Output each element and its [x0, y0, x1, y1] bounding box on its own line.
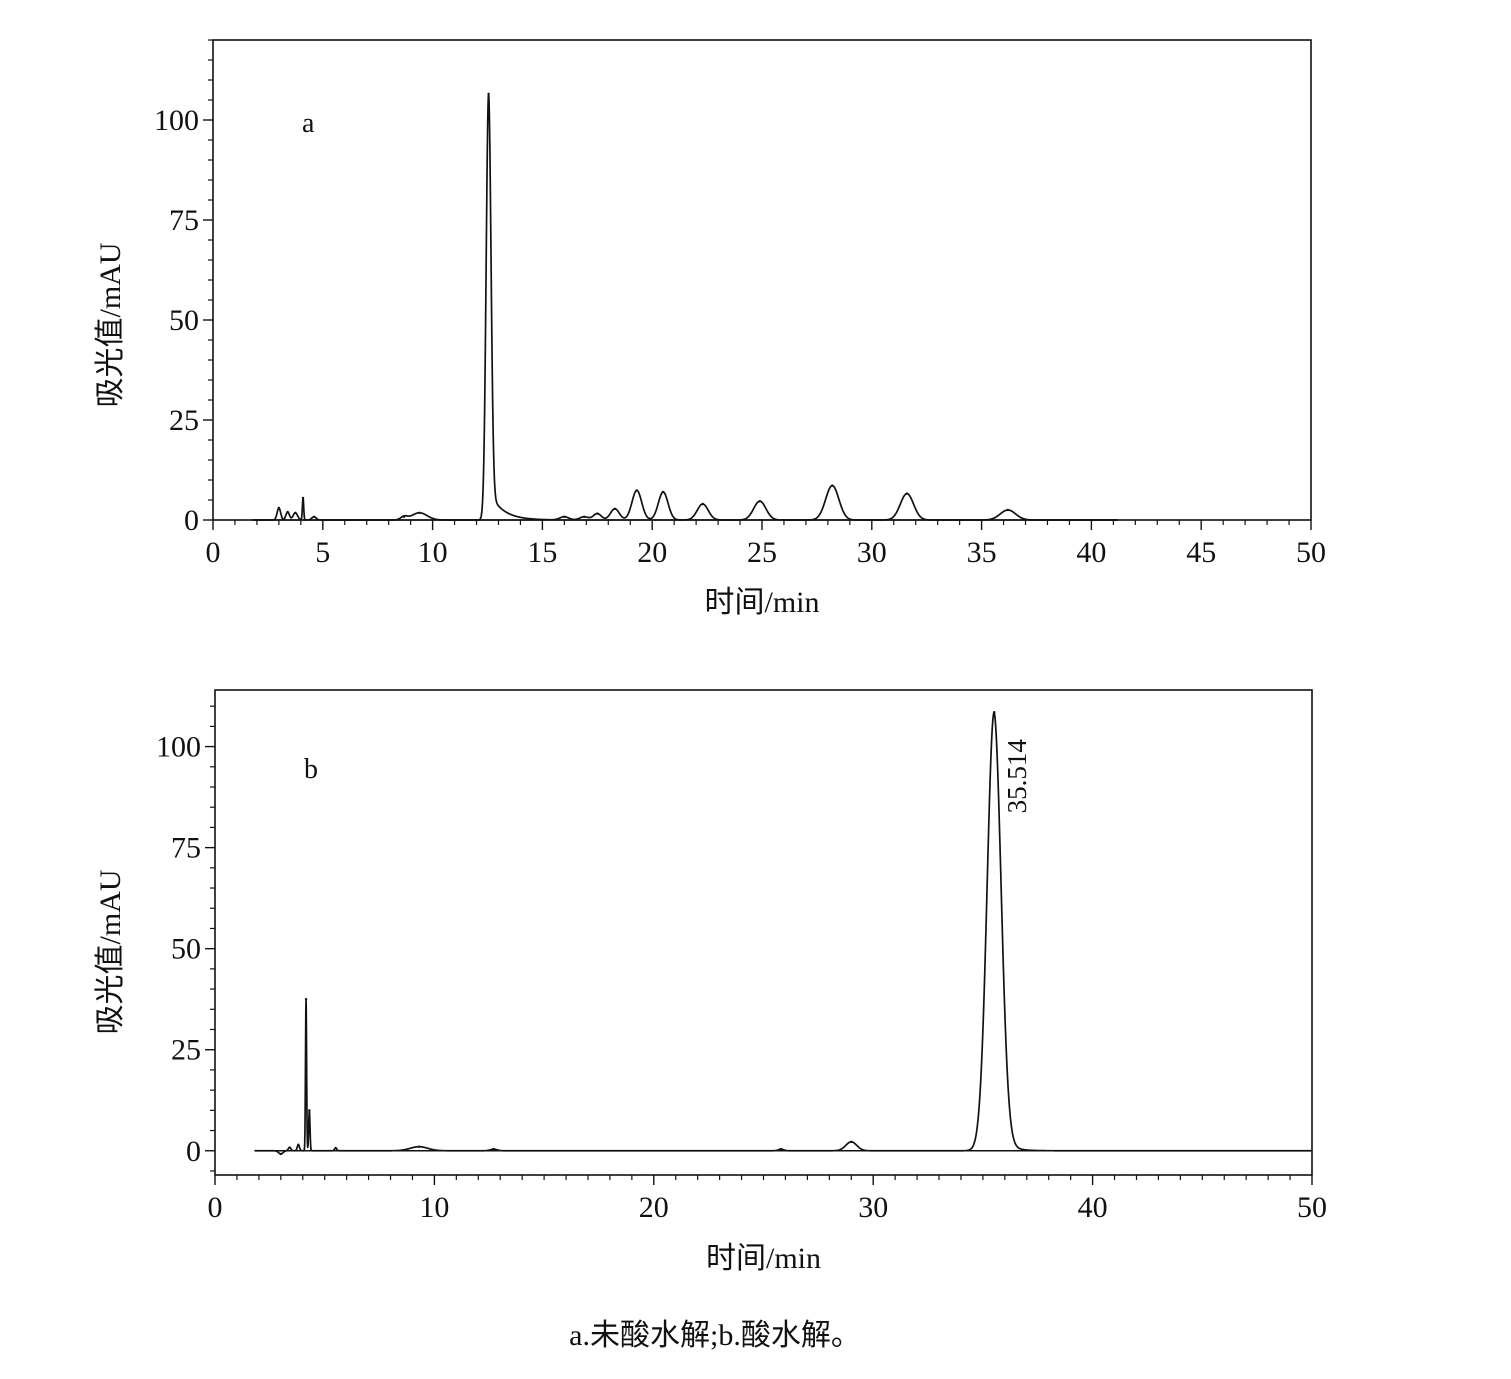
peak-annotation: 35.514 [1002, 739, 1032, 814]
y-tick-label: 0 [184, 504, 199, 537]
y-tick-label: 75 [171, 832, 201, 865]
peak-point [279, 1152, 283, 1156]
x-tick-label: 5 [315, 536, 330, 569]
x-axis-label: 时间/min [704, 586, 819, 619]
peak-point [613, 507, 617, 510]
peak-point [701, 502, 704, 506]
y-tick-label: 50 [171, 933, 201, 966]
y-tick-label: 25 [171, 1034, 201, 1067]
x-tick-label: 0 [206, 536, 221, 569]
x-tick-label: 30 [857, 536, 887, 569]
peak-point [1006, 508, 1010, 512]
peak-point [831, 484, 834, 487]
x-tick-label: 0 [208, 1191, 223, 1224]
peak-point [294, 511, 297, 514]
peak-point [304, 997, 308, 1001]
peak-point [596, 512, 599, 515]
y-tick-label: 50 [169, 304, 199, 337]
peak-point [779, 1147, 783, 1151]
plot-frame [212, 39, 1312, 521]
x-tick-label: 35 [967, 536, 997, 569]
peak-point [850, 1140, 853, 1144]
y-tick-label: 100 [154, 104, 199, 137]
x-tick-label: 30 [858, 1191, 888, 1224]
peak-point [635, 489, 639, 492]
peak-point [417, 1145, 421, 1148]
peak-point [297, 1143, 300, 1146]
peak-point [905, 492, 909, 495]
x-tick-label: 25 [747, 536, 777, 569]
peak-point [661, 490, 665, 494]
x-tick-label: 50 [1297, 1191, 1327, 1224]
x-tick-label: 20 [639, 1191, 669, 1224]
x-axis-label: 时间/min [706, 1242, 821, 1275]
signal-trace [251, 93, 1119, 521]
figure-caption: a.未酸水解;b.酸水解。 [569, 1319, 861, 1352]
peak-point [487, 92, 490, 96]
chart-panel-b: 0 10 20 30 40 50 0 25 50 75 100 时间/min 吸光值/mAU b 35.51… [94, 689, 1327, 1275]
peak-point [418, 511, 421, 514]
peak-point [312, 515, 316, 518]
peak-point [301, 496, 305, 500]
chart-panel-a: 0 5 10 15 20 25 30 35 40 45 50 0 25 50 75 100 时间/min 吸光值/… [94, 39, 1326, 619]
x-tick-label: 15 [527, 536, 557, 569]
plot-frame [214, 689, 1313, 1176]
peak-point [563, 515, 566, 518]
y-tick-label: 100 [156, 731, 201, 764]
y-axis-label: 吸光值/mAU [94, 242, 127, 407]
peak-point [758, 500, 762, 503]
x-tick-label: 10 [419, 1191, 449, 1224]
x-tick-label: 40 [1076, 536, 1106, 569]
x-tick-label: 40 [1078, 1191, 1108, 1224]
y-tick-label: 75 [169, 204, 199, 237]
peak-point [277, 506, 281, 510]
x-tick-label: 45 [1186, 536, 1216, 569]
peak-point [288, 1146, 291, 1149]
peak-point [402, 515, 406, 518]
peak-point [492, 1147, 495, 1151]
peak-point [308, 1109, 311, 1112]
y-tick-label: 25 [169, 404, 199, 437]
peak-point [334, 1146, 337, 1150]
y-axis-label: 吸光值/mAU [94, 869, 127, 1034]
x-tick-label: 50 [1296, 536, 1326, 569]
y-tick-label: 0 [186, 1135, 201, 1168]
peak-point [582, 515, 586, 518]
peak-point [286, 510, 289, 514]
signal-trace [253, 711, 1313, 1155]
panel-label: b [304, 754, 318, 785]
peak-point [992, 711, 996, 714]
panel-label: a [302, 108, 315, 139]
x-tick-label: 20 [637, 536, 667, 569]
x-tick-label: 10 [418, 536, 448, 569]
